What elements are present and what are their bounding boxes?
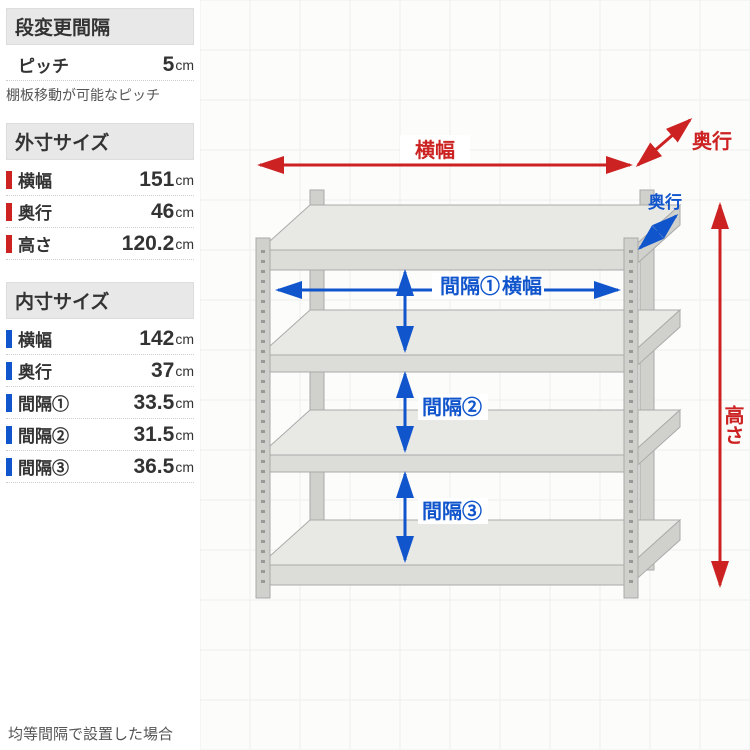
- mark: [6, 330, 12, 348]
- spec-unit: cm: [175, 395, 194, 411]
- label-gap3: 間隔③: [422, 500, 482, 523]
- spec-row: 横幅151cm: [6, 164, 194, 196]
- spec-row: 奥行46cm: [6, 196, 194, 228]
- spec-label: 間隔③: [18, 454, 133, 479]
- label-inner-depth: 奥行: [648, 192, 682, 212]
- label-gap1: 間隔①: [440, 275, 500, 298]
- dim-outer-depth: [638, 120, 690, 165]
- spec-row: 奥行37cm: [6, 355, 194, 387]
- section-inner-header: 内寸サイズ: [6, 282, 194, 319]
- spec-value: 31.5: [133, 423, 174, 447]
- spec-row: 間隔③36.5cm: [6, 451, 194, 483]
- spec-value: 37: [151, 359, 174, 383]
- spec-label: ピッチ: [18, 52, 163, 77]
- mark: [6, 203, 12, 221]
- spec-unit: cm: [175, 363, 194, 379]
- spec-label: 間隔②: [18, 422, 133, 447]
- spec-value: 36.5: [133, 455, 174, 479]
- spec-row: 高さ120.2cm: [6, 228, 194, 260]
- mark: [6, 394, 12, 412]
- mark: [6, 171, 12, 189]
- mark: [6, 458, 12, 476]
- pitch-note: 棚板移動が可能なピッチ: [6, 81, 194, 123]
- mark: [6, 426, 12, 444]
- section-outer-header: 外寸サイズ: [6, 123, 194, 160]
- spec-label: 間隔①: [18, 390, 133, 415]
- spec-unit: cm: [175, 236, 194, 252]
- spec-unit: cm: [175, 459, 194, 475]
- spec-value: 151: [139, 168, 174, 192]
- spec-label: 奥行: [18, 199, 151, 224]
- spec-unit: cm: [175, 204, 194, 220]
- mark: [6, 362, 12, 380]
- spec-unit: cm: [175, 331, 194, 347]
- label-outer-width: 横幅: [415, 138, 455, 162]
- spec-value: 33.5: [133, 391, 174, 415]
- spec-row: 間隔①33.5cm: [6, 387, 194, 419]
- label-inner-width: 横幅: [502, 274, 542, 298]
- footer-note: 均等間隔で設置した場合: [8, 723, 173, 744]
- shelf-diagram: 横幅 奥行 高さ 間隔① 横幅 奥行 間隔② 間隔③: [200, 0, 750, 750]
- spec-label: 奥行: [18, 358, 151, 383]
- spec-value: 5: [163, 53, 175, 77]
- spec-row: 間隔②31.5cm: [6, 419, 194, 451]
- spec-value: 120.2: [122, 232, 175, 256]
- spec-value: 46: [151, 200, 174, 224]
- label-outer-depth: 奥行: [692, 129, 732, 153]
- spec-unit: cm: [175, 172, 194, 188]
- mark: [6, 56, 12, 74]
- spec-value: 142: [139, 327, 174, 351]
- section-pitch-header: 段変更間隔: [6, 8, 194, 45]
- spec-label: 横幅: [18, 167, 139, 192]
- spec-sidebar: 段変更間隔 ピッチ 5 cm 棚板移動が可能なピッチ 外寸サイズ 横幅151cm…: [0, 0, 200, 750]
- spec-label: 高さ: [18, 231, 122, 256]
- spec-label: 横幅: [18, 326, 139, 351]
- spec-unit: cm: [175, 57, 194, 73]
- spec-row-pitch: ピッチ 5 cm: [6, 49, 194, 81]
- label-height: 高さ: [721, 404, 744, 445]
- mark: [6, 235, 12, 253]
- label-gap2: 間隔②: [422, 396, 482, 419]
- spec-row: 横幅142cm: [6, 323, 194, 355]
- diagram-area: 横幅 奥行 高さ 間隔① 横幅 奥行 間隔② 間隔③: [200, 0, 750, 750]
- spec-unit: cm: [175, 427, 194, 443]
